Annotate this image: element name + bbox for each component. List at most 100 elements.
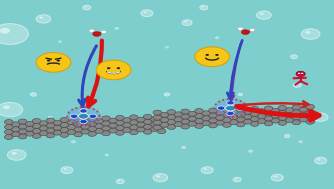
Circle shape bbox=[184, 21, 187, 22]
Circle shape bbox=[67, 120, 75, 125]
Circle shape bbox=[299, 107, 308, 112]
Circle shape bbox=[293, 83, 301, 87]
Circle shape bbox=[61, 167, 73, 174]
Circle shape bbox=[116, 179, 124, 184]
Circle shape bbox=[292, 105, 301, 110]
Circle shape bbox=[306, 119, 315, 124]
Circle shape bbox=[222, 118, 231, 122]
Circle shape bbox=[123, 128, 131, 132]
Circle shape bbox=[201, 167, 213, 174]
Circle shape bbox=[4, 129, 13, 134]
Circle shape bbox=[32, 129, 41, 133]
Circle shape bbox=[156, 175, 160, 177]
Circle shape bbox=[296, 71, 305, 77]
Circle shape bbox=[215, 54, 219, 56]
Circle shape bbox=[285, 135, 290, 138]
Circle shape bbox=[278, 105, 287, 110]
Circle shape bbox=[215, 122, 219, 124]
Circle shape bbox=[236, 112, 245, 117]
Circle shape bbox=[278, 120, 287, 125]
Circle shape bbox=[60, 118, 69, 122]
Circle shape bbox=[181, 114, 190, 119]
Circle shape bbox=[150, 127, 159, 132]
Circle shape bbox=[81, 124, 90, 129]
Circle shape bbox=[25, 126, 34, 131]
Circle shape bbox=[202, 116, 210, 121]
Circle shape bbox=[160, 112, 169, 117]
Circle shape bbox=[271, 113, 280, 118]
Circle shape bbox=[292, 56, 294, 57]
Circle shape bbox=[291, 55, 297, 59]
Circle shape bbox=[7, 150, 26, 160]
Circle shape bbox=[160, 117, 169, 122]
Circle shape bbox=[101, 30, 106, 33]
Circle shape bbox=[227, 101, 234, 105]
Circle shape bbox=[109, 128, 117, 133]
Circle shape bbox=[306, 109, 315, 114]
Circle shape bbox=[292, 110, 301, 115]
Circle shape bbox=[81, 119, 90, 124]
Circle shape bbox=[202, 121, 210, 126]
Circle shape bbox=[213, 98, 248, 118]
Circle shape bbox=[109, 123, 117, 128]
Circle shape bbox=[74, 132, 82, 137]
Circle shape bbox=[60, 132, 69, 137]
Circle shape bbox=[80, 119, 87, 124]
Circle shape bbox=[229, 110, 238, 115]
Circle shape bbox=[264, 111, 273, 116]
Circle shape bbox=[271, 174, 283, 181]
Circle shape bbox=[4, 135, 13, 139]
Circle shape bbox=[105, 154, 109, 156]
Circle shape bbox=[257, 119, 266, 124]
Circle shape bbox=[53, 125, 62, 130]
Circle shape bbox=[229, 120, 238, 125]
Circle shape bbox=[85, 6, 87, 8]
Circle shape bbox=[181, 146, 186, 149]
Circle shape bbox=[153, 120, 162, 125]
Circle shape bbox=[301, 29, 320, 39]
Circle shape bbox=[153, 174, 168, 182]
Circle shape bbox=[0, 24, 28, 44]
Circle shape bbox=[167, 115, 176, 119]
Circle shape bbox=[167, 125, 176, 129]
Circle shape bbox=[89, 29, 95, 32]
Circle shape bbox=[74, 117, 82, 122]
Circle shape bbox=[243, 114, 252, 119]
Circle shape bbox=[257, 109, 266, 114]
Circle shape bbox=[222, 122, 231, 127]
Circle shape bbox=[250, 116, 259, 121]
Circle shape bbox=[141, 10, 153, 17]
Circle shape bbox=[11, 152, 17, 155]
Circle shape bbox=[238, 93, 242, 96]
Circle shape bbox=[215, 110, 224, 115]
Circle shape bbox=[56, 60, 60, 62]
Circle shape bbox=[39, 16, 43, 19]
Circle shape bbox=[215, 115, 224, 120]
Circle shape bbox=[201, 6, 204, 8]
Circle shape bbox=[116, 120, 124, 125]
Circle shape bbox=[89, 114, 97, 118]
Circle shape bbox=[150, 117, 159, 122]
Circle shape bbox=[46, 118, 55, 123]
Circle shape bbox=[285, 108, 294, 113]
Circle shape bbox=[153, 115, 162, 120]
Circle shape bbox=[236, 106, 243, 110]
Circle shape bbox=[305, 31, 311, 34]
Circle shape bbox=[107, 67, 111, 69]
Circle shape bbox=[248, 150, 253, 153]
Circle shape bbox=[67, 130, 75, 135]
Circle shape bbox=[313, 113, 328, 121]
Circle shape bbox=[150, 122, 159, 126]
Circle shape bbox=[250, 121, 259, 126]
Circle shape bbox=[264, 121, 273, 126]
Circle shape bbox=[117, 67, 120, 69]
Circle shape bbox=[209, 113, 217, 118]
Circle shape bbox=[88, 121, 97, 126]
Circle shape bbox=[136, 127, 145, 132]
Circle shape bbox=[18, 124, 27, 129]
Circle shape bbox=[215, 37, 219, 39]
Circle shape bbox=[88, 131, 97, 136]
Circle shape bbox=[215, 120, 224, 125]
Circle shape bbox=[32, 133, 41, 138]
Circle shape bbox=[243, 109, 252, 114]
